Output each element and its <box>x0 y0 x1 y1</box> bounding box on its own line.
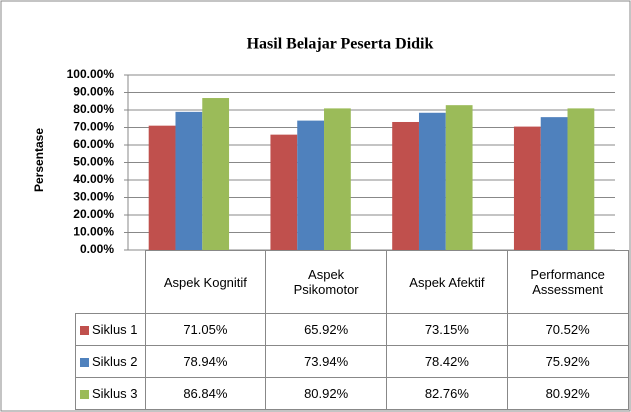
value-label: 78.42% <box>386 345 508 378</box>
y-tick-label: 90.00% <box>73 85 114 99</box>
value-label: 70.52% <box>506 313 629 346</box>
category-label: Aspek Kognitif <box>144 250 267 314</box>
table-corner <box>75 250 146 314</box>
bar <box>540 117 568 250</box>
bar <box>418 112 446 250</box>
value-label: 71.05% <box>144 313 267 346</box>
legend-label: Siklus 2 <box>92 354 138 369</box>
value-label: 86.84% <box>144 377 267 410</box>
y-tick-label: 50.00% <box>73 155 114 169</box>
table-row: Siklus 3 86.84% 80.92% 82.76% 80.92% <box>75 377 629 410</box>
category-label: Performance Assessment <box>506 250 629 314</box>
legend-label: Siklus 3 <box>92 386 138 401</box>
y-tick-label: 20.00% <box>73 207 114 221</box>
table-header-row: Aspek Kognitif Aspek Psikomotor Aspek Afek… <box>75 250 629 314</box>
y-tick-label: 80.00% <box>73 102 114 116</box>
y-tick-label: 100.00% <box>67 67 115 81</box>
y-tick-label: 70.00% <box>73 120 114 134</box>
value-label: 82.76% <box>386 377 508 410</box>
value-label: 80.92% <box>506 377 629 410</box>
bar <box>513 126 541 250</box>
bar <box>270 134 298 250</box>
legend-cell: Siklus 2 <box>75 345 146 378</box>
legend-key <box>80 390 89 400</box>
y-tick-label: 30.00% <box>73 190 114 204</box>
bar <box>148 125 176 250</box>
legend-key <box>80 326 89 336</box>
bar <box>392 121 419 250</box>
value-label: 78.94% <box>144 345 267 378</box>
value-label: 75.92% <box>506 345 629 378</box>
value-label: 73.94% <box>265 345 387 378</box>
bar <box>445 105 473 250</box>
table-row: Siklus 2 78.94% 73.94% 78.42% 75.92% <box>75 345 629 378</box>
bar <box>175 111 203 250</box>
table-row: Siklus 1 71.05% 65.92% 73.15% 70.52% <box>75 313 629 346</box>
chart-title: Hasil Belajar Peserta Didik <box>247 36 434 53</box>
category-label: Aspek Afektif <box>386 250 508 314</box>
value-label: 80.92% <box>265 377 387 410</box>
bar <box>297 120 325 250</box>
y-tick-label: 10.00% <box>73 225 114 239</box>
bar <box>324 108 351 250</box>
category-label: Aspek Psikomotor <box>265 250 387 314</box>
legend-cell: Siklus 1 <box>75 313 146 346</box>
bar <box>567 108 595 250</box>
value-label: 73.15% <box>386 313 508 346</box>
y-tick-label: 60.00% <box>73 137 114 151</box>
legend-key <box>80 358 89 368</box>
legend-label: Siklus 1 <box>92 322 138 337</box>
value-label: 65.92% <box>265 313 387 346</box>
data-table: Aspek Kognitif Aspek Psikomotor Aspek Afek… <box>75 250 629 410</box>
y-axis-label: Persentase <box>32 128 46 192</box>
bar <box>202 98 230 250</box>
legend-cell: Siklus 3 <box>75 377 146 410</box>
y-tick-label: 40.00% <box>73 172 114 186</box>
